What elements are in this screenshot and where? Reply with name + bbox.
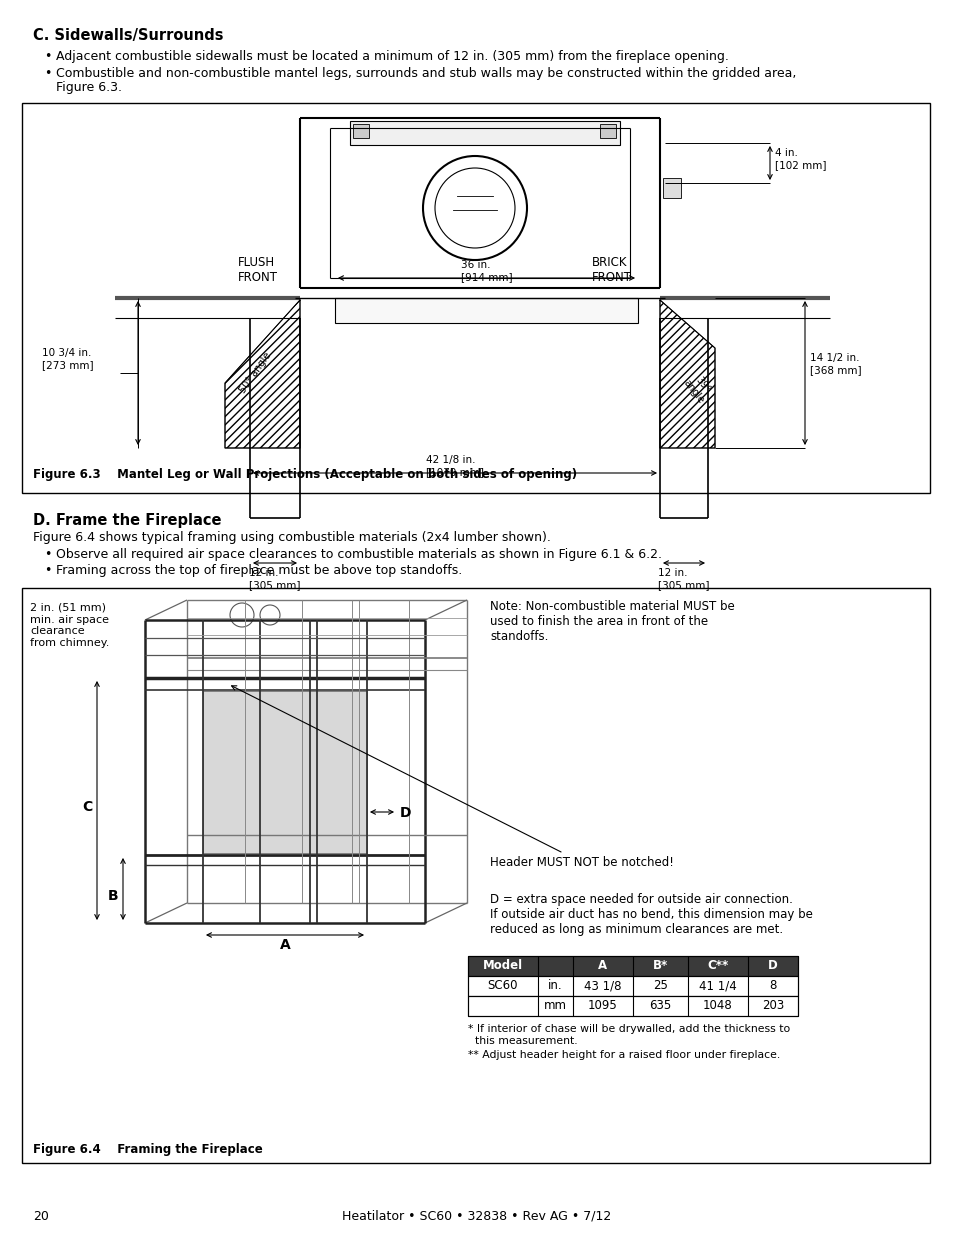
Text: 41 1/4: 41 1/4 xyxy=(699,980,736,992)
Text: SC60: SC60 xyxy=(487,980,517,992)
Text: 10 3/4 in.
[273 mm]: 10 3/4 in. [273 mm] xyxy=(42,348,93,370)
Text: 39°
angle: 39° angle xyxy=(680,371,714,406)
Bar xyxy=(599,124,616,139)
Text: Adjacent combustible sidewalls must be located a minimum of 12 in. (305 mm) from: Adjacent combustible sidewalls must be l… xyxy=(56,49,728,63)
Text: D. Frame the Fireplace: D. Frame the Fireplace xyxy=(33,513,221,528)
Text: Note: Non-combustible material MUST be
used to finish the area in front of the
s: Note: Non-combustible material MUST be u… xyxy=(490,600,734,643)
Text: 1048: 1048 xyxy=(702,999,732,1013)
Text: •: • xyxy=(44,564,51,576)
Text: C. Sidewalls/Surrounds: C. Sidewalls/Surrounds xyxy=(33,28,223,43)
Text: Figure 6.3.: Figure 6.3. xyxy=(56,80,122,94)
Text: 36 in.
[914 mm]: 36 in. [914 mm] xyxy=(460,260,512,282)
Text: 20: 20 xyxy=(33,1210,49,1223)
Text: in.: in. xyxy=(548,980,562,992)
Text: 25: 25 xyxy=(653,980,667,992)
Text: Figure 6.4 shows typical framing using combustible materials (2x4 lumber shown).: Figure 6.4 shows typical framing using c… xyxy=(33,531,550,544)
Text: 4 in.
[102 mm]: 4 in. [102 mm] xyxy=(774,148,825,169)
Bar xyxy=(22,103,929,494)
Bar xyxy=(468,976,797,996)
Text: 12 in.
[305 mm]: 12 in. [305 mm] xyxy=(658,568,709,590)
Bar xyxy=(350,121,619,145)
Text: A: A xyxy=(279,938,290,952)
Bar xyxy=(468,996,797,1016)
Text: Combustible and non-combustible mantel legs, surrounds and stub walls may be con: Combustible and non-combustible mantel l… xyxy=(56,67,796,80)
Text: ** Adjust header height for a raised floor under fireplace.: ** Adjust header height for a raised flo… xyxy=(468,1050,780,1060)
Text: Model: Model xyxy=(482,960,522,972)
Bar xyxy=(662,178,680,198)
Text: 2 in. (51 mm)
min. air space
clearance
from chimney.: 2 in. (51 mm) min. air space clearance f… xyxy=(30,602,110,648)
Text: B*: B* xyxy=(652,960,667,972)
Text: BRICK
FRONT: BRICK FRONT xyxy=(592,256,631,285)
Text: Figure 6.3    Mantel Leg or Wall Projections (Acceptable on both sides of openin: Figure 6.3 Mantel Leg or Wall Projection… xyxy=(33,468,577,481)
Text: Header MUST NOT be notched!: Header MUST NOT be notched! xyxy=(232,685,673,870)
Text: A: A xyxy=(598,960,607,972)
Text: •: • xyxy=(44,49,51,63)
Text: 50° angle: 50° angle xyxy=(237,351,273,396)
Text: FLUSH
FRONT: FLUSH FRONT xyxy=(237,256,277,285)
Text: 635: 635 xyxy=(649,999,671,1013)
Text: D: D xyxy=(399,807,411,820)
Text: Observe all required air space clearances to combustible materials as shown in F: Observe all required air space clearance… xyxy=(56,548,661,562)
Text: mm: mm xyxy=(543,999,566,1013)
Bar xyxy=(203,691,367,854)
Text: 1095: 1095 xyxy=(587,999,618,1013)
Text: Heatilator • SC60 • 32838 • Rev AG • 7/12: Heatilator • SC60 • 32838 • Rev AG • 7/1… xyxy=(342,1210,611,1223)
Text: 43 1/8: 43 1/8 xyxy=(583,980,621,992)
Text: * If interior of chase will be drywalled, add the thickness to
  this measuremen: * If interior of chase will be drywalled… xyxy=(468,1024,789,1045)
Bar xyxy=(353,124,369,139)
Text: B: B xyxy=(108,889,118,903)
Bar xyxy=(22,588,929,1163)
Text: C: C xyxy=(82,800,92,814)
Text: 42 1/8 in.
[1070 mm]: 42 1/8 in. [1070 mm] xyxy=(426,455,483,476)
Bar xyxy=(335,298,638,323)
Text: •: • xyxy=(44,67,51,80)
Text: 14 1/2 in.
[368 mm]: 14 1/2 in. [368 mm] xyxy=(809,353,861,375)
Text: D: D xyxy=(767,960,777,972)
Bar xyxy=(468,956,797,976)
Text: 203: 203 xyxy=(761,999,783,1013)
Text: D = extra space needed for outside air connection.
If outside air duct has no be: D = extra space needed for outside air c… xyxy=(490,893,812,936)
Text: C**: C** xyxy=(706,960,728,972)
Text: Framing across the top of fireplace must be above top standoffs.: Framing across the top of fireplace must… xyxy=(56,564,462,576)
Text: •: • xyxy=(44,548,51,562)
Text: Figure 6.4    Framing the Fireplace: Figure 6.4 Framing the Fireplace xyxy=(33,1143,262,1157)
Text: 8: 8 xyxy=(768,980,776,992)
Text: 12 in.
[305 mm]: 12 in. [305 mm] xyxy=(249,568,300,590)
